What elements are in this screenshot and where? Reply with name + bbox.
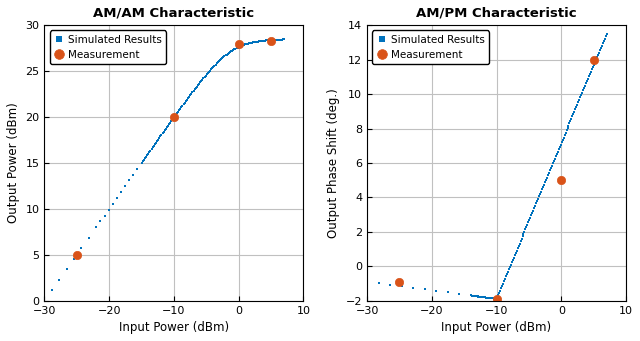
X-axis label: Input Power (dBm): Input Power (dBm): [119, 321, 229, 334]
Simulated Results: [198, 78, 206, 82]
Simulated Results: [603, 32, 611, 36]
Line: Measurement: Measurement: [396, 56, 598, 303]
Measurement: [557, 178, 565, 182]
Simulated Results: [105, 208, 113, 212]
Simulated Results: [523, 225, 531, 229]
Simulated Results: [554, 150, 561, 154]
Simulated Results: [493, 296, 501, 300]
Simulated Results: [195, 82, 203, 86]
Simulated Results: [477, 295, 484, 299]
Line: Simulated Results: Simulated Results: [44, 38, 285, 302]
Line: Simulated Results: Simulated Results: [366, 33, 608, 300]
Measurement: [73, 253, 81, 257]
Title: AM/PM Characteristic: AM/PM Characteristic: [416, 7, 577, 20]
Measurement: [590, 58, 598, 62]
Simulated Results: [364, 280, 371, 284]
Measurement: [493, 297, 500, 301]
Simulated Results: [483, 296, 491, 300]
Legend: Simulated Results, Measurement: Simulated Results, Measurement: [372, 30, 489, 64]
Simulated Results: [233, 46, 241, 50]
Line: Measurement: Measurement: [73, 37, 275, 259]
Simulated Results: [217, 57, 225, 61]
Simulated Results: [280, 38, 288, 42]
Simulated Results: [41, 299, 49, 303]
Y-axis label: Output Power (dBm): Output Power (dBm): [7, 103, 20, 223]
Simulated Results: [492, 297, 500, 301]
Title: AM/AM Characteristic: AM/AM Characteristic: [93, 7, 255, 20]
X-axis label: Input Power (dBm): Input Power (dBm): [442, 321, 552, 334]
Legend: Simulated Results, Measurement: Simulated Results, Measurement: [50, 30, 166, 64]
Simulated Results: [494, 293, 502, 297]
Measurement: [170, 115, 178, 119]
Measurement: [396, 280, 403, 284]
Y-axis label: Output Phase Shift (deg.): Output Phase Shift (deg.): [327, 88, 340, 238]
Measurement: [235, 42, 243, 46]
Measurement: [268, 39, 275, 43]
Simulated Results: [149, 145, 157, 149]
